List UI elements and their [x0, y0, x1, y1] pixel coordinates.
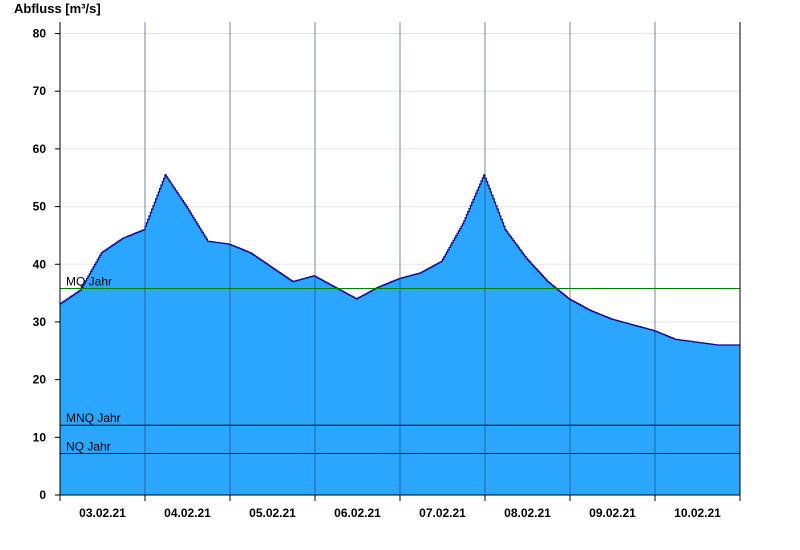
y-tick-label: 30 [33, 315, 47, 329]
y-tick-label: 10 [33, 430, 47, 444]
x-tick-label: 03.02.21 [79, 506, 126, 520]
y-axis-label: Abfluss [m³/s] [14, 1, 101, 16]
y-tick-label: 0 [39, 488, 46, 502]
x-tick-label: 10.02.21 [674, 506, 721, 520]
x-tick-label: 08.02.21 [504, 506, 551, 520]
reference-line-label: MQ Jahr [66, 274, 112, 288]
reference-line-label: MNQ Jahr [66, 411, 121, 425]
x-tick-label: 04.02.21 [164, 506, 211, 520]
x-tick-label: 06.02.21 [334, 506, 381, 520]
y-tick-label: 80 [33, 27, 47, 41]
y-tick-label: 60 [33, 142, 47, 156]
y-tick-label: 20 [33, 373, 47, 387]
x-tick-label: 07.02.21 [419, 506, 466, 520]
x-tick-label: 05.02.21 [249, 506, 296, 520]
y-tick-label: 40 [33, 257, 47, 271]
y-tick-label: 70 [33, 84, 47, 98]
y-tick-label: 50 [33, 200, 47, 214]
reference-line-label: NQ Jahr [66, 439, 111, 453]
discharge-line [59, 174, 740, 346]
x-tick-label: 09.02.21 [589, 506, 636, 520]
